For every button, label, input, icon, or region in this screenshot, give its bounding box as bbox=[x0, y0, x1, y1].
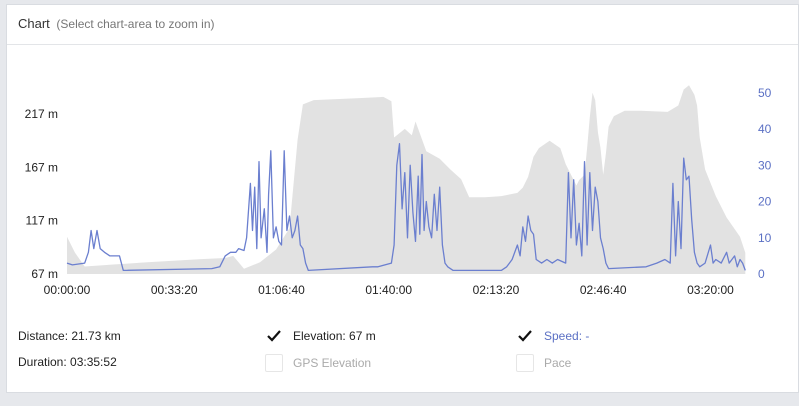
legend-gps-elevation[interactable]: GPS Elevation bbox=[265, 354, 371, 372]
elevation-checkbox[interactable] bbox=[265, 327, 283, 345]
right-axis-tick-label: 40 bbox=[758, 122, 772, 136]
left-axis-tick-label: 67 m bbox=[31, 267, 58, 281]
right-axis-tick-label: 20 bbox=[758, 195, 772, 209]
x-axis-tick-label: 02:46:40 bbox=[580, 283, 627, 297]
legend-pace[interactable]: Pace bbox=[516, 354, 571, 372]
legend-speed[interactable]: Speed: - bbox=[516, 327, 589, 345]
chart-title: Chart (Select chart-area to zoom in) bbox=[18, 16, 214, 31]
legend-elevation[interactable]: Elevation: 67 m bbox=[265, 327, 376, 345]
pace-checkbox[interactable] bbox=[516, 354, 534, 372]
x-axis-tick-label: 03:20:00 bbox=[687, 283, 734, 297]
x-axis-tick-label: 00:00:00 bbox=[44, 283, 91, 297]
elevation-area bbox=[67, 85, 746, 274]
speed-checkbox[interactable] bbox=[516, 327, 534, 345]
legend-pace-label: Pace bbox=[544, 356, 572, 370]
right-axis-tick-label: 30 bbox=[758, 158, 772, 172]
x-axis-tick-label: 02:13:20 bbox=[473, 283, 520, 297]
legend-gps-elevation-label: GPS Elevation bbox=[293, 356, 372, 370]
left-axis-tick-label: 117 m bbox=[26, 214, 58, 228]
check-icon bbox=[267, 330, 281, 342]
chart-title-text: Chart bbox=[18, 16, 50, 31]
distance-stat: Distance: 21.73 km bbox=[18, 329, 121, 343]
right-axis-tick-label: 0 bbox=[758, 267, 765, 281]
right-axis-tick-label: 10 bbox=[758, 231, 772, 245]
gps-elevation-checkbox[interactable] bbox=[265, 354, 283, 372]
left-axis-tick-label: 217 m bbox=[25, 107, 58, 121]
right-axis-tick-label: 50 bbox=[758, 86, 772, 100]
check-icon bbox=[518, 330, 532, 342]
chart-header: Chart (Select chart-area to zoom in) bbox=[7, 5, 798, 45]
x-axis-tick-label: 01:40:00 bbox=[365, 283, 412, 297]
x-axis-tick-label: 01:06:40 bbox=[258, 283, 305, 297]
left-axis-tick-label: 167 m bbox=[25, 160, 58, 174]
chart-zoom-hint: (Select chart-area to zoom in) bbox=[56, 17, 215, 31]
speed-line bbox=[66, 142, 746, 272]
legend-elevation-label: Elevation: 67 m bbox=[293, 329, 376, 343]
duration-stat: Duration: 03:35:52 bbox=[18, 355, 117, 369]
legend-speed-label: Speed: - bbox=[544, 329, 590, 343]
x-axis-tick-label: 00:33:20 bbox=[151, 283, 198, 297]
elevation-speed-chart[interactable]: 67 m 117 m 167 m 217 m 0 10 20 30 40 50 00:00:00 00… bbox=[0, 0, 799, 310]
